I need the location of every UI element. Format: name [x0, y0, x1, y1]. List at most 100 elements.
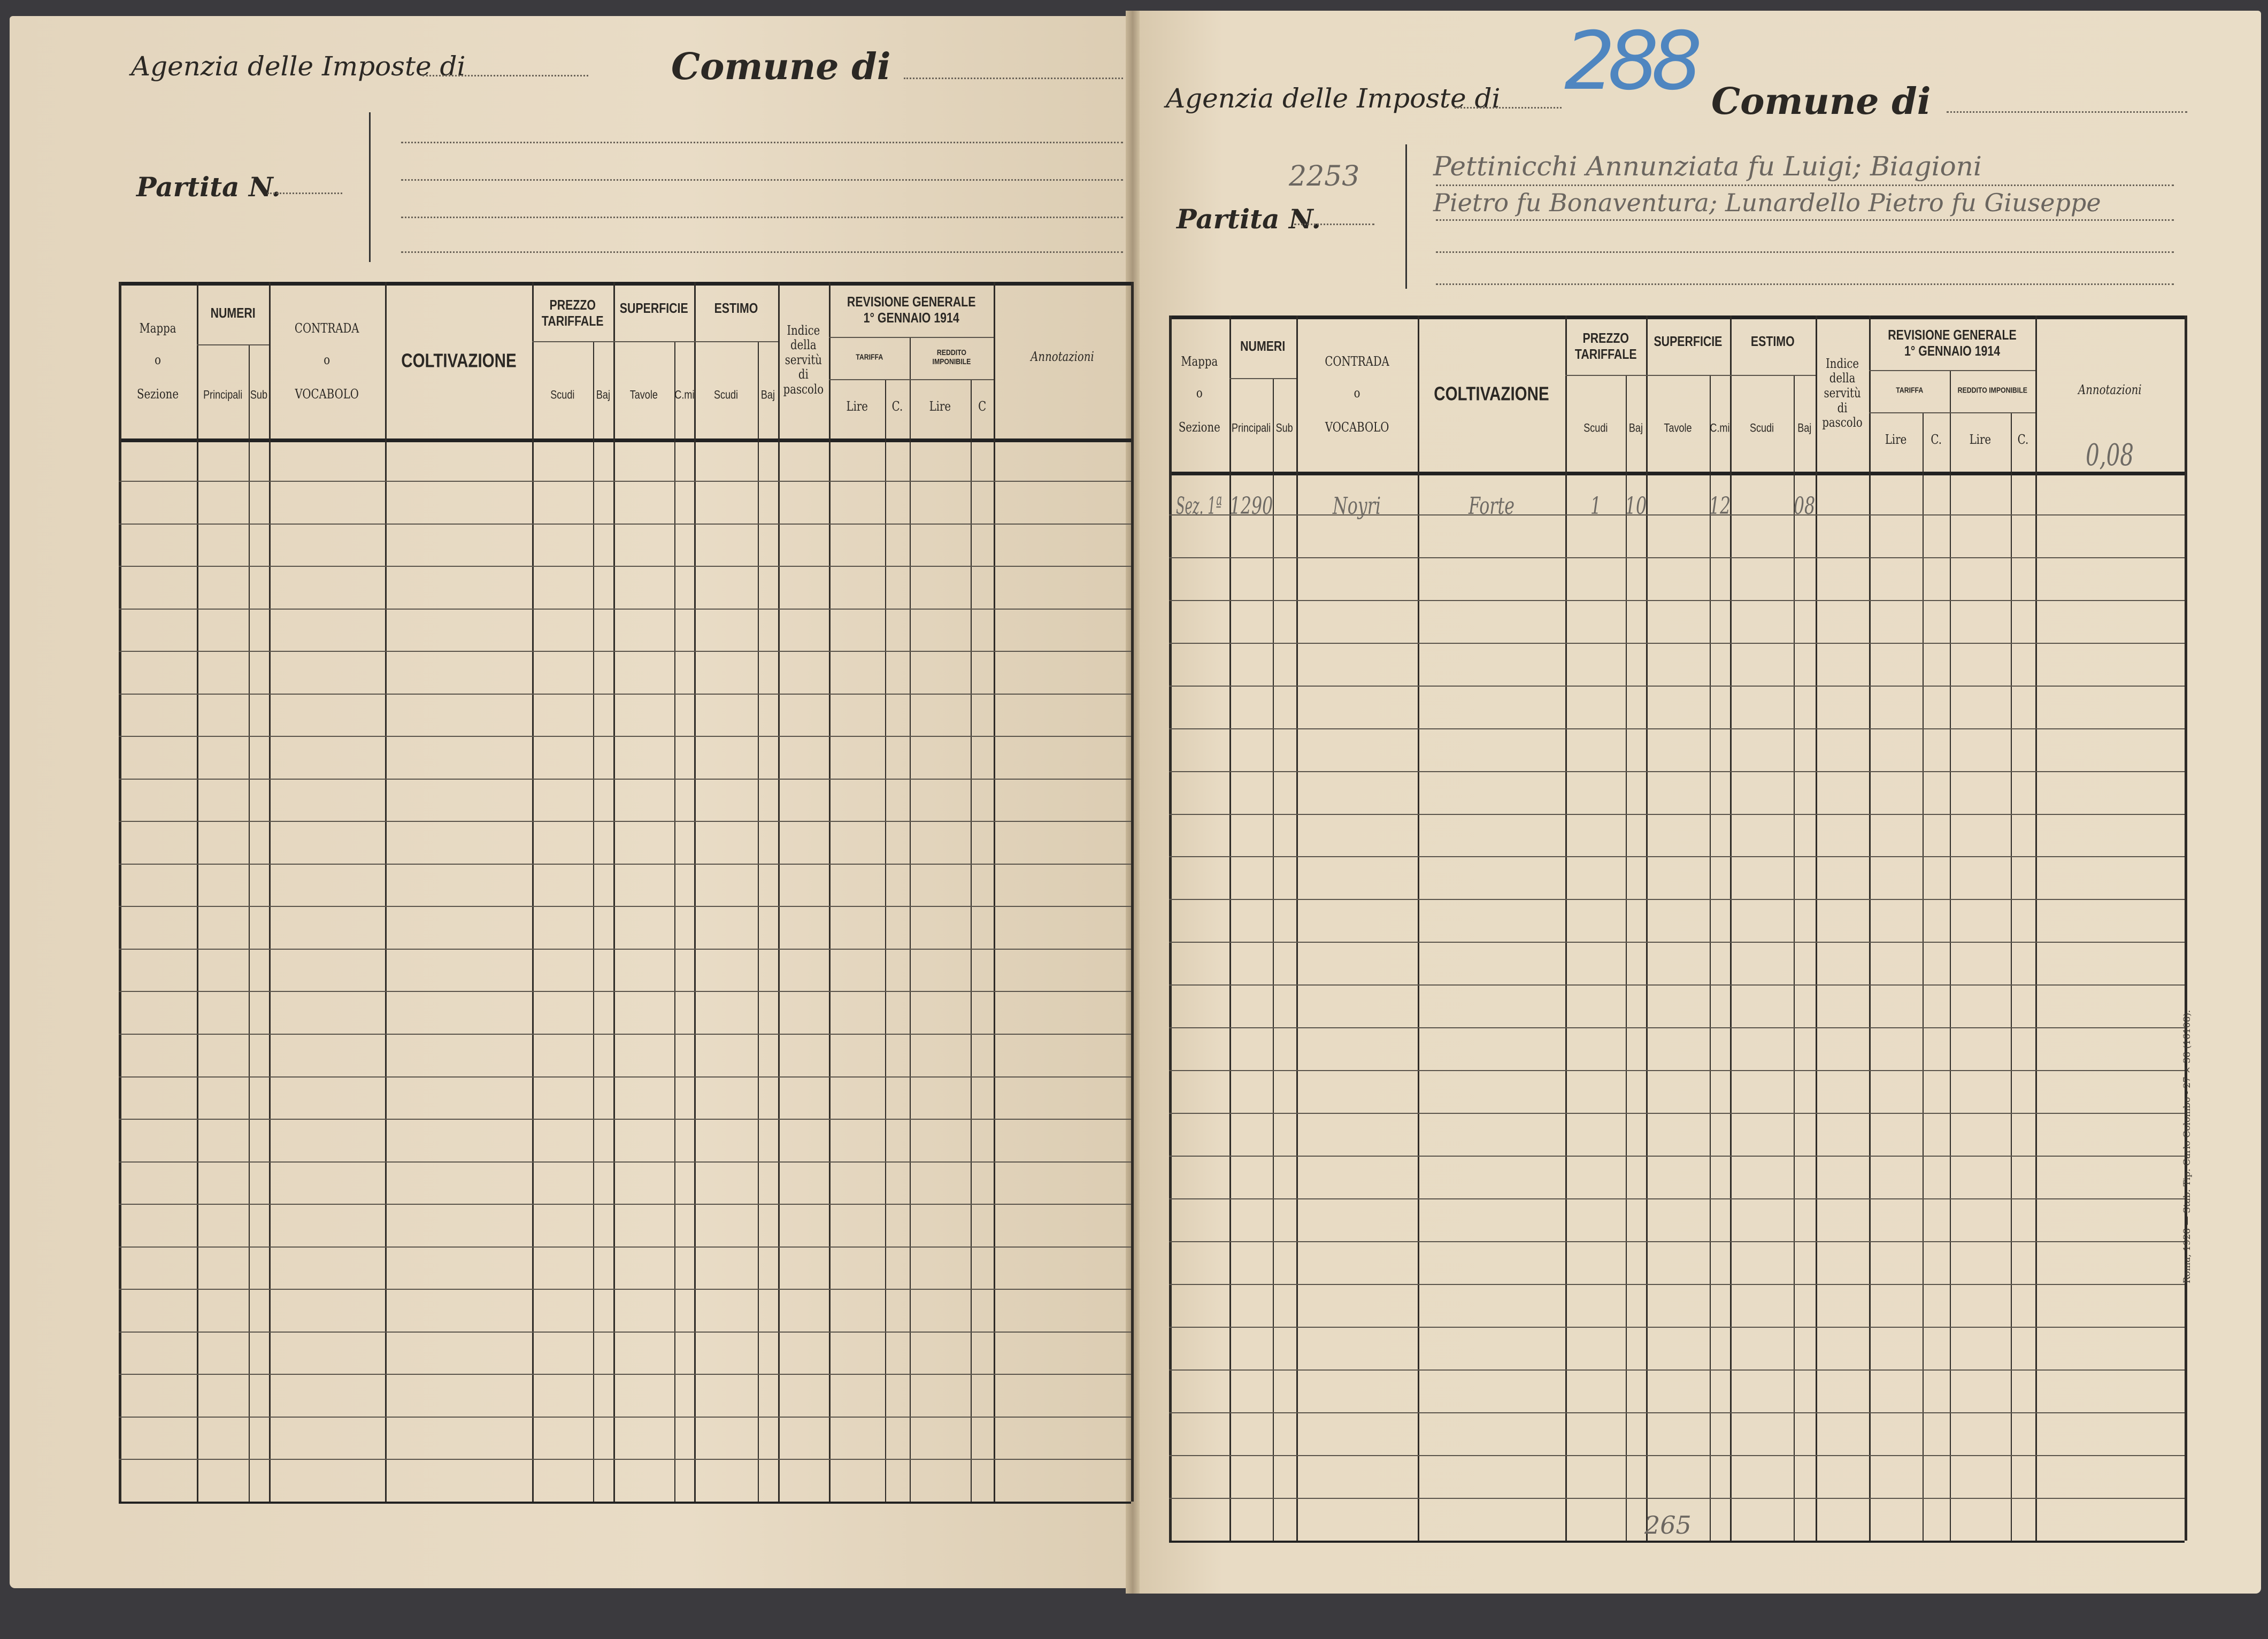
table-row-rule: [1168, 813, 2185, 815]
col-mappa-o: o: [1196, 385, 1203, 401]
subcolumn-rule: [910, 336, 911, 1502]
owner-line-right-3: [1436, 251, 2174, 253]
table-row-rule: [1168, 1156, 2185, 1157]
column-rule: [828, 282, 831, 1502]
table-row-rule: [1168, 1070, 2185, 1072]
table-row-rule: [1168, 1497, 2185, 1499]
subcolumn-rule: [1950, 370, 1951, 1541]
col-prezzo-scudi: Scudi: [1583, 421, 1608, 435]
table-row-rule: [118, 778, 1132, 780]
col-tariffa: TARIFFA: [1896, 386, 1924, 395]
table-row-rule: [118, 481, 1132, 482]
header-bottom-rule: [118, 438, 1132, 442]
col-estimo-scudi: Scudi: [714, 388, 739, 402]
column-rule: [1815, 315, 1817, 1541]
table-row-rule: [1168, 642, 2185, 644]
entry-estimo-baj: 08: [1794, 492, 1816, 520]
subcolumn-rule: [249, 344, 250, 1502]
col-superficie: SUPERFICIE: [1654, 333, 1723, 350]
column-rule: [269, 282, 271, 1502]
table-row-rule: [1168, 1198, 2185, 1200]
col-mappa-o: o: [154, 352, 161, 367]
agenzia-field-left: [422, 75, 588, 76]
page-number: 265: [1644, 1511, 1692, 1540]
col-estimo: ESTIMO: [714, 300, 758, 317]
column-rule: [2035, 315, 2037, 1541]
table-row-rule: [1168, 856, 2185, 858]
col-reddito-lire: Lire: [1969, 432, 1992, 448]
column-rule: [1565, 315, 1567, 1541]
col-mappa: Mappa: [1181, 354, 1218, 370]
subcolumn-rule: [971, 379, 972, 1502]
header-subrule: [828, 379, 994, 380]
partita-field-left: [267, 193, 342, 194]
col-reddito-c: C: [978, 399, 987, 414]
col-prezzo-tariffale: PREZZO TARIFFALE: [1574, 330, 1637, 363]
annotation-value: 0,08: [2086, 438, 2134, 473]
header-subrule: [532, 341, 613, 343]
col-tavole: Tavole: [629, 388, 658, 402]
owner-line-left-4: [401, 251, 1123, 253]
col-tariffa-c: C.: [892, 399, 903, 414]
table-row-rule: [118, 693, 1132, 695]
col-estimo: ESTIMO: [1751, 333, 1795, 350]
col-prezzo-baj: Baj: [1629, 421, 1643, 435]
subcolumn-rule: [885, 379, 887, 1502]
table-row-rule: [1168, 942, 2185, 943]
table-row-rule: [118, 991, 1132, 992]
table-row-rule: [1168, 599, 2185, 601]
table-row-rule: [1168, 1027, 2185, 1029]
col-estimo-baj: Baj: [761, 388, 775, 402]
col-contrada-o: o: [1354, 385, 1360, 401]
column-rule: [778, 282, 780, 1502]
partita-label-left: Partita N.: [136, 171, 281, 203]
table-row-rule: [118, 863, 1132, 865]
col-indice-servitu: Indice della servitù di pascolo: [783, 322, 824, 397]
agenzia-field-right: [1455, 107, 1562, 109]
subcolumn-rule: [593, 341, 595, 1502]
col-revisione-generale: REVISIONE GENERALE 1° GENNAIO 1914: [1888, 327, 2017, 359]
table-row-rule: [1168, 1455, 2185, 1456]
table-row-rule: [1168, 557, 2185, 558]
column-rule: [385, 282, 387, 1502]
column-rule: [994, 282, 996, 1502]
table-row-rule: [118, 1289, 1132, 1290]
owner-line-left-3: [401, 217, 1123, 218]
subcolumn-rule: [1794, 374, 1795, 1541]
col-numeri: NUMERI: [210, 304, 256, 321]
entry-mappa: Sez. 1ª: [1176, 492, 1223, 520]
col-principali: Principali: [1232, 421, 1271, 435]
col-sezione: Sezione: [1178, 420, 1220, 435]
col-cmi: C.mi: [674, 388, 694, 402]
comune-label-right: Comune di: [1711, 80, 1931, 123]
comune-field-right: [1947, 111, 2187, 113]
table-row-rule: [118, 1076, 1132, 1078]
table-row-rule: [118, 1119, 1132, 1120]
table-bottom-rule: [118, 1501, 1132, 1504]
subcolumn-rule: [674, 341, 675, 1502]
column-rule: [1646, 315, 1648, 1541]
col-sezione: Sezione: [136, 387, 179, 402]
header-subrule: [1229, 378, 1296, 379]
stamp-number: 288: [1564, 15, 1702, 108]
column-rule: [118, 282, 121, 1502]
col-sub: Sub: [1275, 421, 1294, 435]
subcolumn-rule: [1626, 374, 1627, 1541]
header-subrule: [1730, 374, 1816, 376]
subcolumn-rule: [1710, 374, 1711, 1541]
partita-number: 2253: [1289, 160, 1360, 193]
subcolumn-rule: [2010, 412, 2012, 1541]
table-row-rule: [118, 821, 1132, 822]
column-rule: [1229, 315, 1232, 1541]
header-subrule: [196, 344, 270, 346]
header-subrule: [1565, 374, 1647, 376]
owner-line-right-2: [1436, 219, 2174, 221]
subcolumn-rule: [1273, 378, 1274, 1541]
header-bottom-rule: [1168, 471, 2185, 475]
table-row-rule: [1168, 899, 2185, 901]
col-reddito-lire: Lire: [929, 399, 951, 414]
col-annotazioni: Annotazioni: [1031, 349, 1095, 364]
table-row-rule: [1168, 1369, 2185, 1371]
partita-label-right: Partita N.: [1177, 203, 1321, 235]
col-estimo-baj: Baj: [1797, 421, 1812, 435]
